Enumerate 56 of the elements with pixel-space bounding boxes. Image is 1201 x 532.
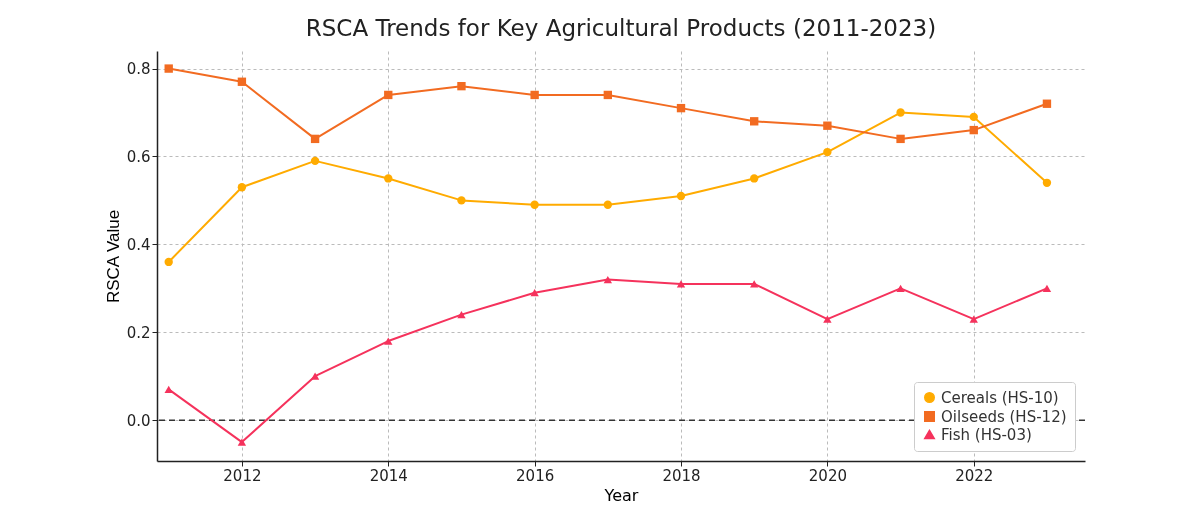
- point: [823, 147, 832, 157]
- point: [310, 156, 320, 166]
- y-tick-label: 0.0: [126, 411, 151, 430]
- point: [750, 280, 759, 288]
- point: [676, 191, 686, 201]
- x-tick-label: 2020: [808, 466, 847, 485]
- point: [310, 134, 320, 144]
- point: [164, 385, 173, 393]
- point: [237, 183, 247, 192]
- point: [896, 134, 905, 144]
- point: [750, 117, 759, 126]
- point: [530, 90, 539, 100]
- point: [896, 108, 905, 117]
- point: [457, 196, 466, 205]
- y-axis-title: RSCA Value: [103, 209, 123, 304]
- point: [384, 174, 393, 183]
- point: [237, 77, 247, 86]
- point: [384, 337, 393, 345]
- point: [237, 438, 247, 446]
- point: [530, 289, 539, 297]
- point: [310, 372, 320, 380]
- legend-label: Cereals (HS-10): [941, 388, 1059, 407]
- x-tick-label: 2014: [369, 466, 408, 485]
- x-tick-label: 2012: [223, 466, 262, 485]
- legend-label: Oilseeds (HS-12): [941, 407, 1067, 426]
- point: [1042, 99, 1052, 108]
- point: [676, 103, 686, 113]
- point: [823, 315, 832, 323]
- point: [164, 257, 173, 267]
- y-tick-label: 0.2: [126, 323, 151, 342]
- x-tick-label: 2018: [662, 466, 701, 485]
- point: [969, 125, 978, 135]
- x-tick-label: 2016: [516, 466, 555, 485]
- y-tick-label: 0.6: [126, 147, 151, 166]
- point: [1042, 178, 1052, 188]
- point: [164, 64, 173, 73]
- point: [457, 81, 466, 91]
- x-tick-label: 2022: [955, 466, 994, 485]
- point: [603, 275, 613, 284]
- chart-title: RSCA Trends for Key Agricultural Products (2011-2023): [305, 15, 937, 41]
- point: [969, 112, 978, 122]
- legend-label: Fish (HS-03): [941, 425, 1032, 444]
- point: [750, 174, 759, 183]
- point: [457, 311, 466, 319]
- point: [823, 121, 832, 130]
- y-tick-label: 0.8: [126, 60, 151, 79]
- x-axis-title: Year: [603, 485, 639, 505]
- point: [896, 284, 905, 292]
- point: [530, 200, 539, 209]
- point: [384, 90, 393, 100]
- point: [676, 280, 686, 288]
- point: [1042, 284, 1052, 292]
- point: [603, 200, 613, 209]
- point: [603, 90, 613, 100]
- y-tick-label: 0.4: [126, 235, 151, 254]
- point: [969, 315, 978, 323]
